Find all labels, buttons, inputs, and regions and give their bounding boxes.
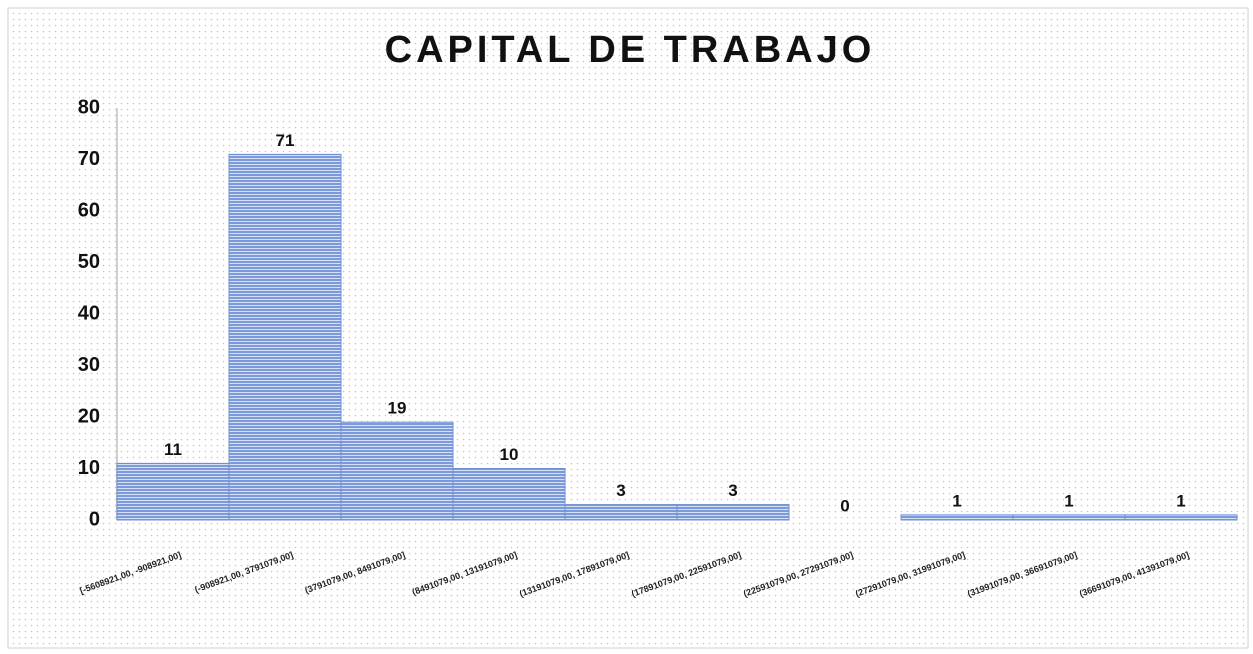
bar <box>116 462 230 521</box>
y-tick-label: 10 <box>78 457 100 479</box>
y-tick-label: 20 <box>78 405 100 427</box>
y-tick-label: 70 <box>78 148 100 170</box>
value-label: 71 <box>276 131 295 150</box>
value-label: 3 <box>728 481 737 500</box>
value-label: 19 <box>388 399 407 418</box>
y-tick-label: 40 <box>78 302 100 324</box>
bar <box>900 514 1014 521</box>
chart-background <box>7 7 1249 649</box>
bar <box>340 421 454 521</box>
y-tick-label: 60 <box>78 199 100 221</box>
bar <box>564 504 678 521</box>
bar <box>452 468 566 521</box>
value-label: 11 <box>164 440 182 459</box>
value-label: 1 <box>952 491 961 510</box>
bar <box>1124 514 1238 521</box>
chart-title: CAPITAL DE TRABAJO <box>385 29 876 71</box>
y-tick-label: 50 <box>78 251 100 273</box>
bar <box>1012 514 1126 521</box>
value-label: 10 <box>500 445 519 464</box>
value-label: 3 <box>616 481 625 500</box>
y-tick-label: 30 <box>78 354 100 376</box>
bar <box>676 504 790 521</box>
y-tick-label: 80 <box>78 96 100 118</box>
value-label: 1 <box>1064 491 1073 510</box>
value-label: 0 <box>840 496 849 515</box>
y-tick-label: 0 <box>89 508 100 530</box>
bar <box>228 153 342 521</box>
value-label: 1 <box>1176 491 1185 510</box>
